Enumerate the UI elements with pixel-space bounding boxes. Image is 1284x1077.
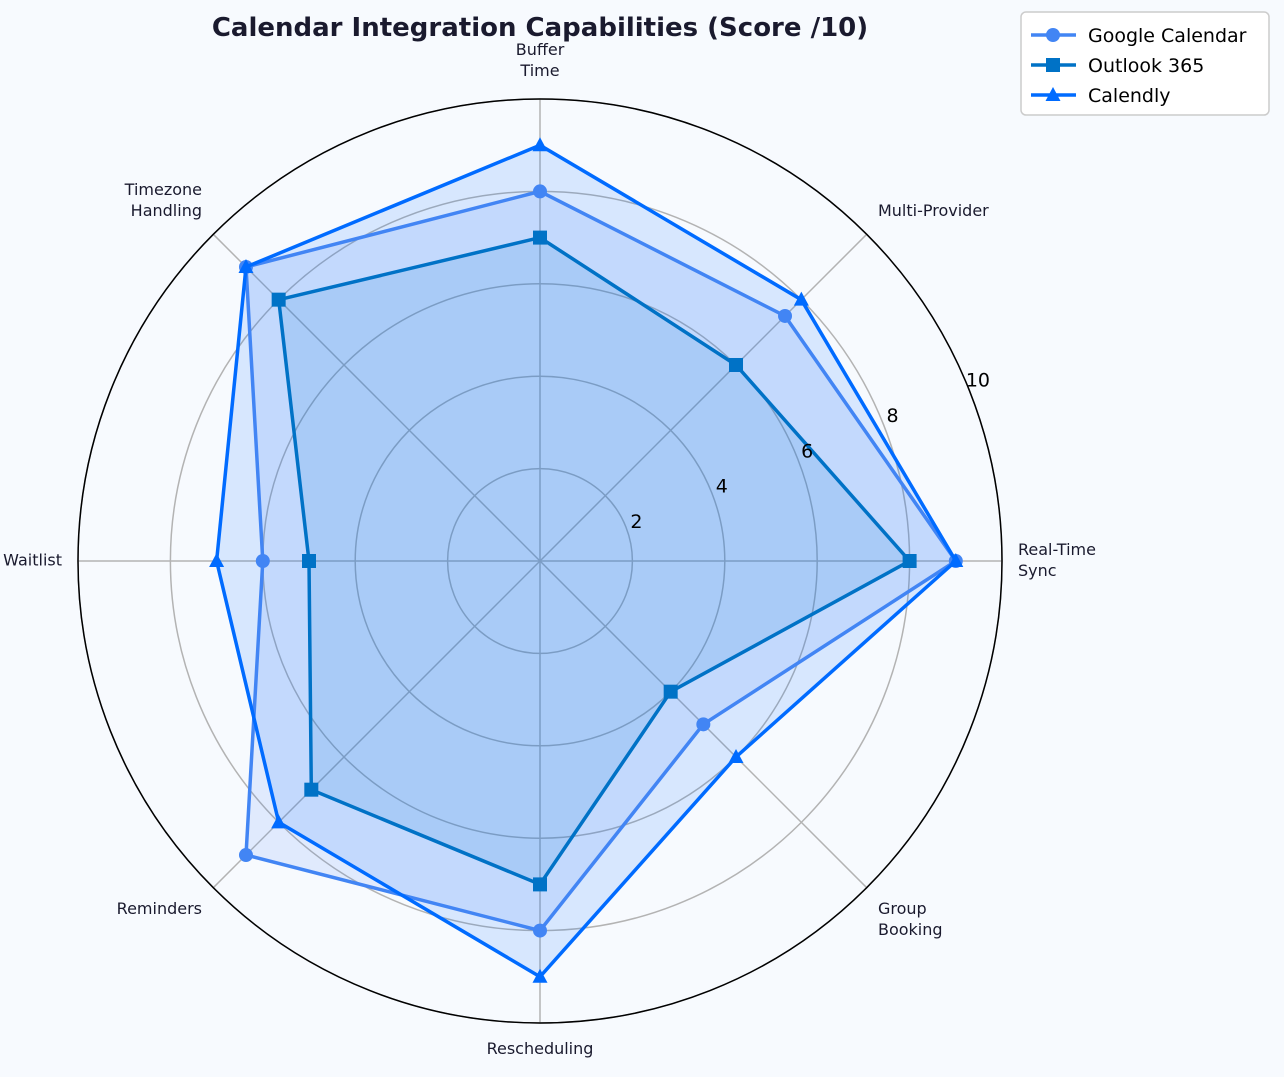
axis-labels: 2 4 6 8 10 Real-Time Sync Multi-Provider Buffer T… [3,40,1096,1058]
axis-label-line: Booking [878,920,943,939]
data-point [778,308,793,323]
radial-tick-label: 8 [887,405,899,427]
data-point [532,137,548,152]
series-layer [209,137,964,983]
chart-title: Calendar Integration Capabilities (Score… [212,13,868,43]
data-point [663,684,678,699]
data-point [209,553,225,567]
series-calendly [209,137,964,983]
data-point [729,357,744,372]
axis-label: Reminders [117,899,202,918]
data-point [533,184,547,199]
series-outlook-365 [271,230,917,892]
outer-frame [77,98,1003,1024]
data-point [304,782,319,797]
data-point [238,258,254,273]
radial-tick-label: 4 [716,476,728,498]
grid-spoke [212,560,541,889]
legend-label: Calendly [1088,85,1171,107]
data-point [696,717,711,732]
axis-label-line: Buffer [516,40,565,59]
data-point [271,292,286,307]
data-point [238,848,253,863]
axis-label-line: Rescheduling [487,1039,594,1058]
data-point [948,553,964,567]
axis-label-line: Time [519,61,559,80]
legend-item[interactable]: Outlook 365 [1031,55,1204,77]
legend-label: Google Calendar [1088,25,1247,47]
axis-label-line: Reminders [117,899,202,918]
series-fill [278,237,910,885]
data-point [271,814,287,829]
axis-label: Timezone Handling [124,180,202,220]
axis-label: Group Booking [878,899,943,939]
data-point [1046,58,1060,72]
series-fill [216,145,956,977]
legend-box [1020,11,1270,116]
axis-label-line: Timezone [124,180,202,199]
legend-item[interactable]: Google Calendar [1031,25,1247,47]
radial-tick-label: 2 [630,511,642,533]
grid-spoke [539,233,868,562]
axis-label: Real-Time Sync [1018,540,1096,580]
series-fill [246,191,956,931]
axis-label-line: Real-Time [1018,540,1096,559]
axis-label-line: Multi-Provider [878,201,989,220]
data-point [255,554,270,568]
data-point [1046,28,1060,42]
axis-label: Waitlist [3,551,62,570]
data-point [532,968,548,983]
axis-label: Buffer Time [516,40,565,80]
radial-tick-label: 6 [801,440,813,462]
axis-label-line: Handling [131,201,202,220]
data-point [793,291,809,306]
axis-label: Multi-Provider [878,201,989,220]
axis-label-line: Group [878,899,927,918]
data-point [728,749,744,764]
data-point [902,554,917,568]
axis-label: Rescheduling [487,1039,594,1058]
grid-spoke [212,233,541,562]
data-point [302,554,316,568]
legend[interactable]: Google Calendar Outlook 365 Calendly [1020,11,1270,116]
series-google-calendar [238,184,963,938]
data-point [1045,87,1061,101]
radial-tick-label: 10 [966,370,990,392]
legend-label: Outlook 365 [1088,55,1204,77]
axis-label-line: Waitlist [3,551,62,570]
data-point [533,877,547,892]
legend-item[interactable]: Calendly [1031,85,1171,107]
data-point [533,230,547,245]
radar-frame [77,98,1003,1024]
axis-label-line: Sync [1018,561,1057,580]
data-point [533,923,547,938]
